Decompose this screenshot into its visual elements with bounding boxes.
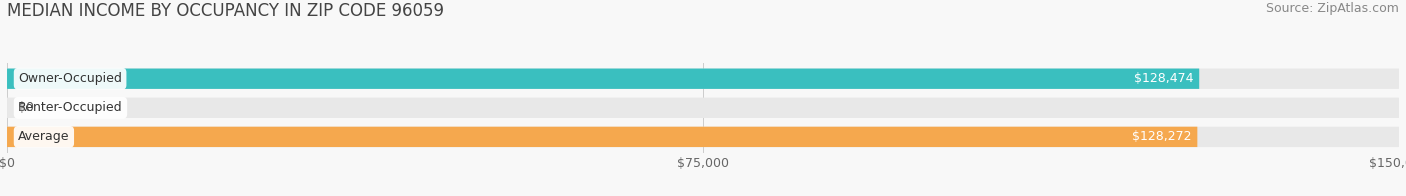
Text: $128,474: $128,474 — [1135, 72, 1194, 85]
Text: $0: $0 — [18, 101, 34, 114]
FancyBboxPatch shape — [7, 98, 1399, 118]
Text: $128,272: $128,272 — [1132, 130, 1192, 143]
FancyBboxPatch shape — [7, 69, 1399, 89]
FancyBboxPatch shape — [7, 69, 1199, 89]
Text: Renter-Occupied: Renter-Occupied — [18, 101, 122, 114]
FancyBboxPatch shape — [7, 127, 1399, 147]
Text: Average: Average — [18, 130, 70, 143]
Text: Owner-Occupied: Owner-Occupied — [18, 72, 122, 85]
Text: Source: ZipAtlas.com: Source: ZipAtlas.com — [1265, 2, 1399, 15]
Text: MEDIAN INCOME BY OCCUPANCY IN ZIP CODE 96059: MEDIAN INCOME BY OCCUPANCY IN ZIP CODE 9… — [7, 2, 444, 20]
FancyBboxPatch shape — [7, 127, 1198, 147]
